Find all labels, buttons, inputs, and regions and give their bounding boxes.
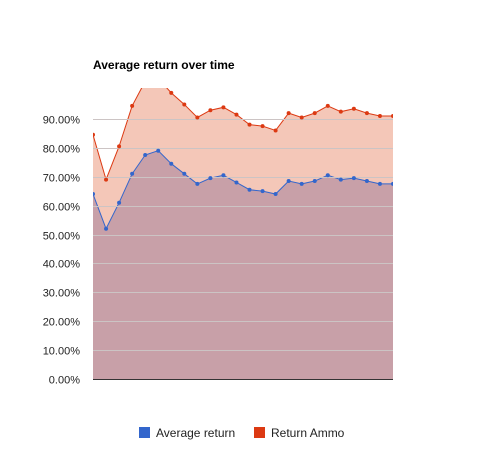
data-point-return-ammo bbox=[221, 105, 226, 110]
data-point-return-ammo bbox=[338, 109, 343, 114]
chart-title: Average return over time bbox=[93, 58, 235, 72]
data-point-average-return bbox=[221, 173, 226, 178]
legend-label: Average return bbox=[156, 426, 235, 440]
legend: Average return Return Ammo bbox=[139, 426, 345, 440]
data-point-return-ammo bbox=[364, 111, 369, 116]
data-point-average-return bbox=[338, 177, 343, 182]
data-point-average-return bbox=[247, 187, 252, 192]
data-point-return-ammo bbox=[182, 102, 187, 107]
y-tick-label: 60.00% bbox=[43, 202, 81, 214]
data-point-return-ammo bbox=[208, 108, 213, 113]
data-point-return-ammo bbox=[93, 132, 95, 137]
data-point-average-return bbox=[299, 181, 304, 186]
series-line-average-return bbox=[93, 150, 393, 230]
data-point-return-ammo bbox=[312, 111, 317, 116]
y-tick-label: 0.00% bbox=[49, 375, 80, 387]
data-point-average-return bbox=[169, 161, 174, 166]
data-point-average-return bbox=[312, 179, 317, 184]
data-point-return-ammo bbox=[286, 111, 291, 116]
data-point-average-return bbox=[208, 176, 213, 181]
y-tick-label: 90.00% bbox=[43, 115, 81, 127]
legend-label: Return Ammo bbox=[271, 426, 345, 440]
data-point-average-return bbox=[156, 148, 161, 153]
data-point-average-return bbox=[286, 179, 291, 184]
data-point-return-ammo bbox=[247, 122, 252, 127]
data-point-average-return bbox=[104, 226, 109, 231]
data-point-return-ammo bbox=[117, 144, 122, 149]
data-point-average-return bbox=[93, 192, 95, 197]
data-point-average-return bbox=[234, 180, 239, 185]
data-point-average-return bbox=[351, 176, 356, 181]
y-tick-label: 10.00% bbox=[43, 346, 81, 358]
data-point-return-ammo bbox=[299, 115, 304, 120]
data-point-average-return bbox=[273, 192, 278, 197]
y-tick-label: 50.00% bbox=[43, 231, 81, 243]
data-point-return-ammo bbox=[325, 103, 330, 108]
data-point-average-return bbox=[130, 171, 135, 176]
legend-item-average-return: Average return bbox=[139, 426, 235, 440]
data-point-average-return bbox=[260, 189, 265, 194]
data-point-average-return bbox=[143, 153, 148, 158]
data-point-return-ammo bbox=[169, 90, 174, 95]
data-point-return-ammo bbox=[234, 112, 239, 117]
data-point-return-ammo bbox=[391, 114, 393, 119]
y-tick-label: 80.00% bbox=[43, 144, 81, 156]
legend-item-return-ammo: Return Ammo bbox=[254, 426, 345, 440]
data-point-average-return bbox=[364, 179, 369, 184]
y-tick-label: 20.00% bbox=[43, 317, 81, 329]
data-point-return-ammo bbox=[130, 103, 135, 108]
y-tick-label: 70.00% bbox=[43, 173, 81, 185]
data-point-average-return bbox=[182, 171, 187, 176]
data-markers bbox=[93, 90, 393, 231]
data-point-average-return bbox=[377, 181, 382, 186]
gridlines bbox=[93, 119, 393, 380]
data-point-average-return bbox=[325, 173, 330, 178]
legend-swatch bbox=[139, 427, 150, 438]
data-point-return-ammo bbox=[260, 124, 265, 129]
data-point-average-return bbox=[117, 200, 122, 205]
data-point-return-ammo bbox=[195, 115, 200, 120]
data-point-average-return bbox=[195, 181, 200, 186]
y-tick-label: 30.00% bbox=[43, 288, 81, 300]
y-axis-ticks: 0.00% 10.00% 20.00% 30.00% 40.00% 50.00% 60.00… bbox=[43, 115, 81, 387]
data-point-average-return bbox=[391, 181, 393, 186]
data-point-return-ammo bbox=[104, 177, 109, 182]
legend-swatch bbox=[254, 427, 265, 438]
y-tick-label: 40.00% bbox=[43, 259, 81, 271]
data-point-return-ammo bbox=[377, 114, 382, 119]
data-point-return-ammo bbox=[351, 106, 356, 111]
data-point-return-ammo bbox=[273, 128, 278, 133]
plot-area bbox=[93, 88, 393, 379]
